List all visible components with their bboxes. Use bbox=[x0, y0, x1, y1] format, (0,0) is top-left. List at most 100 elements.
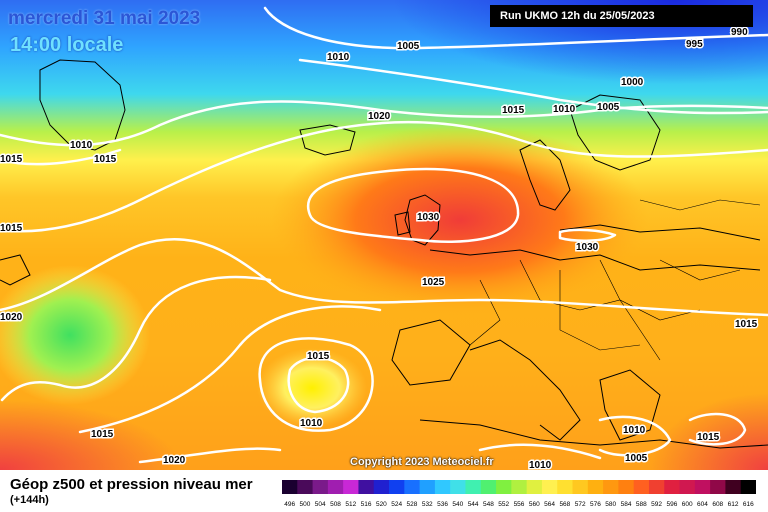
color-scale-tick-label: 520 bbox=[376, 501, 387, 508]
color-scale-swatch bbox=[648, 480, 665, 494]
isobar-label: 1015 bbox=[502, 105, 525, 116]
color-scale-tick-label: 612 bbox=[728, 501, 739, 508]
color-scale-swatch bbox=[358, 480, 375, 494]
high-geopotential-southeast bbox=[600, 360, 768, 470]
color-scale-tick-label: 616 bbox=[743, 501, 754, 508]
forecast-time: 14:00 locale bbox=[10, 34, 124, 56]
color-scale-tick-label: 596 bbox=[666, 501, 677, 508]
isobar-label: 1015 bbox=[0, 223, 23, 234]
color-scale-tick-label: 576 bbox=[590, 501, 601, 508]
color-scale-swatch bbox=[450, 480, 466, 494]
color-scale-swatch bbox=[373, 480, 390, 494]
color-scale-swatch bbox=[725, 480, 742, 494]
color-scale-tick-label: 580 bbox=[605, 501, 616, 508]
color-scale-swatch bbox=[740, 480, 756, 494]
color-scale-swatch bbox=[618, 480, 635, 494]
color-scale-swatch bbox=[511, 480, 528, 494]
isobar-label: 1010 bbox=[327, 52, 350, 63]
color-scale-tick-label: 556 bbox=[514, 501, 525, 508]
color-scale-tick-label: 600 bbox=[682, 501, 693, 508]
color-scale-tick-label: 512 bbox=[345, 501, 356, 508]
color-scale-swatch bbox=[710, 480, 726, 494]
color-scale-tick-label: 592 bbox=[651, 501, 662, 508]
color-scale-tick-label: 496 bbox=[284, 501, 295, 508]
isobar-label: 1030 bbox=[417, 212, 440, 223]
color-scale-swatch bbox=[343, 480, 359, 494]
isobar-label: 1015 bbox=[91, 429, 114, 440]
isobar-labels: 990 995 1005 1010 1000 1010 1005 1015 10… bbox=[0, 26, 759, 471]
color-scale-swatch bbox=[419, 480, 436, 494]
isobar-label: 1015 bbox=[94, 154, 117, 165]
isobar-label: 1020 bbox=[163, 455, 186, 466]
isobar-label: 1000 bbox=[621, 77, 644, 88]
isobar-label: 1020 bbox=[0, 312, 23, 323]
color-scale-tick-label: 524 bbox=[391, 501, 402, 508]
isobar-label: 1015 bbox=[0, 154, 23, 165]
color-scale-tick-label: 532 bbox=[422, 501, 433, 508]
color-scale-tick-label: 564 bbox=[544, 501, 555, 508]
color-scale-tick-label: 572 bbox=[575, 501, 586, 508]
isobar-label: 990 bbox=[731, 27, 748, 38]
color-scale-tick-label: 560 bbox=[529, 501, 540, 508]
forecast-date: mercredi 31 mai 2023 bbox=[8, 8, 201, 29]
color-scale-tick-label: 528 bbox=[407, 501, 418, 508]
color-scale-tick-label: 508 bbox=[330, 501, 341, 508]
color-scale-tick-label: 516 bbox=[361, 501, 372, 508]
copyright: Copyright 2023 Meteociel.fr bbox=[350, 456, 494, 468]
color-scale-tick-label: 608 bbox=[712, 501, 723, 508]
isobar-label: 1015 bbox=[697, 432, 720, 443]
color-scale-swatch bbox=[282, 480, 298, 494]
isobar-label: 1005 bbox=[597, 102, 620, 113]
yellow-cutoff-low bbox=[257, 348, 367, 428]
color-scale-swatch bbox=[526, 480, 543, 494]
color-scale-tick-label: 568 bbox=[559, 501, 570, 508]
isobar-label: 1005 bbox=[625, 453, 648, 464]
isobar-label: 1010 bbox=[529, 460, 552, 470]
weather-map: 990 995 1005 1010 1000 1010 1005 1015 10… bbox=[0, 0, 768, 470]
isobar-label: 1010 bbox=[623, 425, 646, 436]
color-scale-swatch bbox=[389, 480, 405, 494]
coastlines bbox=[0, 59, 768, 449]
color-scale-swatch bbox=[480, 480, 497, 494]
high-geopotential-center bbox=[270, 125, 650, 315]
color-scale-tick-label: 500 bbox=[300, 501, 311, 508]
isobar-label: 1015 bbox=[735, 319, 758, 330]
color-scale-tick-label: 504 bbox=[315, 501, 326, 508]
color-scale-tick-label: 544 bbox=[468, 501, 479, 508]
color-scale-swatch bbox=[587, 480, 604, 494]
color-scale-tick-label: 588 bbox=[636, 501, 647, 508]
isobar-label: 1005 bbox=[397, 41, 420, 52]
color-scale-swatch bbox=[633, 480, 650, 494]
color-scale-tick-label: 536 bbox=[437, 501, 448, 508]
color-scale-swatch bbox=[694, 480, 711, 494]
color-scale-swatch bbox=[679, 480, 696, 494]
color-scale-swatch bbox=[312, 480, 329, 494]
isobar-label: 1020 bbox=[368, 111, 391, 122]
color-scale-swatch bbox=[297, 480, 314, 494]
color-scale-tick-label: 584 bbox=[621, 501, 632, 508]
color-scale-swatch bbox=[541, 480, 558, 494]
color-scale-swatch bbox=[465, 480, 482, 494]
legend-title: Géop z500 et pression niveau mer bbox=[10, 476, 253, 493]
color-scale-tick-label: 548 bbox=[483, 501, 494, 508]
color-scale-swatch bbox=[572, 480, 589, 494]
color-scale-swatch bbox=[404, 480, 421, 494]
color-scale-swatch bbox=[603, 480, 619, 494]
color-scale-swatch bbox=[664, 480, 681, 494]
color-scale: 496 500 504 508 512 516 520 524 528 532 536 540 544 5… bbox=[282, 480, 756, 508]
color-scale-tick-label: 552 bbox=[498, 501, 509, 508]
model-run-label: Run UKMO 12h du 25/05/2023 bbox=[490, 5, 753, 27]
color-scale-tick-label: 604 bbox=[697, 501, 708, 508]
isobar-label: 1030 bbox=[576, 242, 599, 253]
isobar-label: 1010 bbox=[300, 418, 323, 429]
color-scale-swatch bbox=[496, 480, 512, 494]
legend-subtitle: (+144h) bbox=[10, 494, 49, 506]
color-scale-tick-label: 540 bbox=[452, 501, 463, 508]
high-geopotential-southwest bbox=[0, 370, 260, 470]
isobar-label: 995 bbox=[686, 39, 703, 50]
color-scale-swatch bbox=[434, 480, 451, 494]
isobar-label: 1010 bbox=[553, 104, 576, 115]
color-scale-swatch bbox=[327, 480, 344, 494]
isobar-label: 1015 bbox=[307, 351, 330, 362]
color-scale-swatch bbox=[557, 480, 574, 494]
